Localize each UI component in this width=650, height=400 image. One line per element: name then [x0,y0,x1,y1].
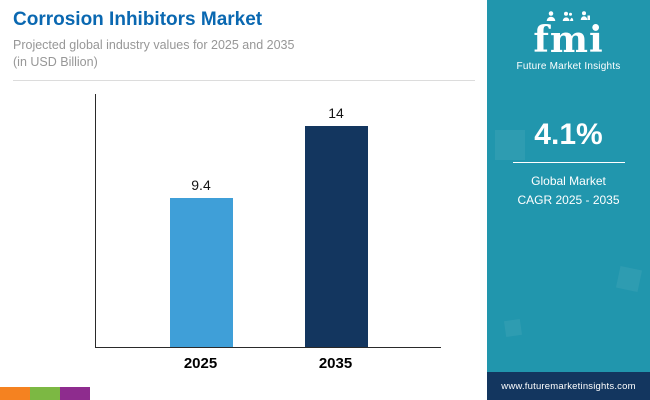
plot-area: 9.4 14 [95,94,441,348]
header-divider [13,79,475,81]
brand-strip-segment [60,387,90,400]
cagr-divider [512,162,625,164]
bar-group-2035: 14 [304,94,368,347]
x-label-2035: 2035 [318,355,353,372]
chart-panel: Corrosion Inhibitors Market Projected gl… [0,0,487,372]
page-title: Corrosion Inhibitors Market [13,9,263,30]
person-icon [545,10,557,22]
decorative-square [615,265,643,293]
bar-2025 [169,198,233,347]
bar-value-label-2025: 9.4 [191,177,211,193]
page-subtitle: Projected global industry values for 202… [13,37,475,71]
fmi-logo: fmi Future Market Insights [517,10,621,72]
sidebar: fmi Future Market Insights 4.1% Global M… [487,0,650,400]
bar-chart: 9.4 14 2025 2035 [95,94,441,372]
logo-icons [517,10,621,22]
cagr-label-line-1: Global Market [531,174,606,189]
bar-group-2025: 9.4 [169,94,233,347]
cagr-value: 4.1% [534,118,603,152]
x-label-2025: 2025 [183,355,218,372]
bar-2035 [304,126,368,347]
brand-strip-segment [0,387,30,400]
brand-color-strip [0,387,90,400]
decorative-square [503,318,523,338]
sidebar-footer: www.futuremarketinsights.com [487,372,650,400]
people-icon [562,10,574,22]
cagr-block: 4.1% Global Market CAGR 2025 - 2035 [512,118,625,209]
bar-value-label-2035: 14 [328,105,344,121]
x-axis-labels: 2025 2035 [95,355,441,372]
brand-strip-segment [30,387,60,400]
website-url-link[interactable]: www.futuremarketinsights.com [501,380,636,392]
chart-header: Corrosion Inhibitors Market Projected gl… [0,0,487,81]
logo-caption: Future Market Insights [516,61,621,73]
subtitle-line-1: Projected global industry values for 202… [13,38,295,52]
decorative-square [495,130,525,160]
cagr-label-line-2: CAGR 2025 - 2035 [517,192,620,207]
person-desk-icon [579,10,591,22]
logo-wordmark: fmi [533,19,604,61]
subtitle-line-2: (in USD Billion) [13,54,98,69]
